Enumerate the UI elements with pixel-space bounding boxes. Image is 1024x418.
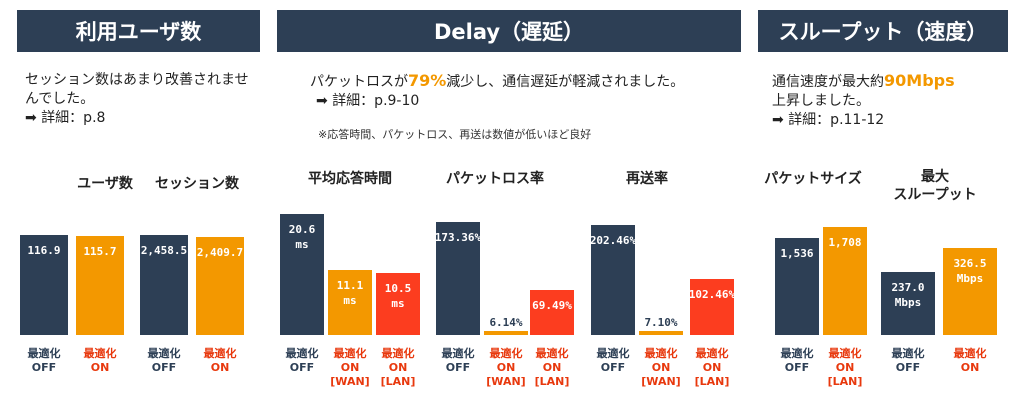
data-label: 2,458.5	[140, 244, 188, 257]
x-tick-label: 最適化 ON [WAN]	[330, 347, 370, 388]
desc-text: パケットロスが	[310, 74, 408, 90]
desc-highlight: 79%	[408, 71, 447, 90]
bar	[639, 331, 683, 335]
detail-link[interactable]: ➡ 詳細：p.8	[25, 109, 275, 128]
bar	[140, 235, 188, 335]
desc-line: セッション数はあまり改善されませ	[25, 72, 249, 88]
bar	[484, 330, 528, 335]
bar	[881, 272, 935, 335]
delay-description: パケットロスが79%減少し、通信遅延が軽減されました。 ➡ 詳細：p.9-10	[310, 71, 730, 111]
x-tick-label: 最適化 ON [LAN]	[694, 347, 730, 388]
x-tick-label: 最適化 ON	[83, 347, 117, 374]
x-tick-label: 最適化 ON [LAN]	[827, 347, 863, 388]
x-tick-label: 最適化 OFF	[441, 347, 475, 374]
bar	[76, 236, 124, 335]
data-label: 1,536	[780, 247, 814, 260]
bar	[20, 235, 68, 335]
x-tick-label: 最適化 ON	[953, 347, 987, 374]
data-label: 102.46%	[688, 288, 736, 302]
x-tick-label: 最適化 OFF	[285, 347, 319, 374]
x-tick-label: 最適化 OFF	[891, 347, 925, 374]
x-tick-label: 最適化 ON	[203, 347, 237, 374]
bar	[196, 236, 244, 335]
desc-line: 上昇しました。	[772, 93, 870, 109]
bar	[823, 227, 867, 335]
chart-title: 平均応答時間	[308, 171, 392, 187]
data-label: 116.9	[27, 244, 61, 257]
bar	[328, 269, 372, 335]
bar	[690, 279, 734, 335]
data-label: 326.5 Mbps	[953, 257, 987, 286]
desc-highlight: 90Mbps	[884, 71, 955, 90]
chart-title: セッション数	[155, 176, 239, 192]
bar	[280, 214, 324, 335]
users-description: セッション数はあまり改善されませ んでした。 ➡ 詳細：p.8	[25, 71, 275, 128]
bar	[943, 248, 997, 335]
section-title: Delay（遅延）	[433, 20, 585, 44]
chart-title: パケットサイズ	[764, 171, 862, 187]
x-tick-label: 最適化 OFF	[596, 347, 630, 374]
data-label: 115.7	[83, 245, 117, 259]
desc-text: 通信速度が最大約	[772, 74, 884, 90]
section-header-users: 利用ユーザ数	[17, 10, 260, 52]
data-label: 6.14%	[489, 315, 523, 329]
data-label: 2,409.7	[196, 245, 244, 259]
detail-link[interactable]: ➡ 詳細：p.11-12	[772, 111, 1012, 130]
x-tick-label: 最適化 OFF	[780, 347, 814, 374]
x-tick-label: 最適化 OFF	[147, 347, 181, 374]
chart-title: 最大 スループット	[893, 169, 977, 203]
data-label: 10.5 ms	[384, 282, 412, 311]
detail-text: 詳細：p.9-10	[332, 93, 420, 109]
data-label: 7.10%	[644, 316, 678, 329]
arrow-right-icon: ➡	[316, 93, 328, 109]
bar	[591, 225, 635, 335]
delay-note: ※応答時間、パケットロス、再送は数値が低いほど良好	[318, 128, 592, 141]
arrow-right-icon: ➡	[25, 110, 37, 126]
bar	[436, 222, 480, 335]
bar	[376, 273, 420, 335]
data-label: 1,708	[828, 236, 862, 250]
chart-title: ユーザ数	[77, 176, 133, 192]
data-label: 237.0 Mbps	[891, 281, 925, 309]
bar	[530, 289, 574, 335]
x-tick-label: 最適化 ON [LAN]	[534, 347, 570, 388]
chart-title: 再送率	[626, 171, 668, 187]
detail-text: 詳細：p.8	[41, 110, 106, 126]
section-header-throughput: スループット（速度）	[758, 10, 1008, 52]
desc-text: 減少し、通信遅延が軽減されました。	[446, 74, 685, 90]
x-tick-label: 最適化 ON [LAN]	[380, 347, 416, 388]
data-label: 69.49%	[532, 298, 572, 312]
desc-line: パケットロスが79%減少し、通信遅延が軽減されました。	[310, 71, 730, 92]
data-label: 20.6 ms	[288, 223, 316, 251]
x-tick-label: 最適化 OFF	[27, 347, 61, 374]
arrow-right-icon: ➡	[772, 112, 784, 128]
desc-line: んでした。	[25, 91, 95, 107]
x-tick-label: 最適化 ON [WAN]	[641, 347, 681, 388]
x-tick-label: 最適化 ON [WAN]	[486, 347, 526, 388]
chart-title: パケットロス率	[446, 171, 544, 187]
detail-link[interactable]: ➡ 詳細：p.9-10	[310, 92, 730, 111]
bar	[775, 238, 819, 335]
data-label: 11.1 ms	[336, 278, 364, 307]
throughput-description: 通信速度が最大約90Mbps 上昇しました。 ➡ 詳細：p.11-12	[772, 71, 1012, 130]
data-label: 173.36%	[434, 231, 482, 244]
data-label: 202.46%	[589, 234, 637, 247]
section-header-delay: Delay（遅延）	[277, 10, 741, 52]
detail-text: 詳細：p.11-12	[788, 112, 885, 128]
desc-line: 通信速度が最大約90Mbps	[772, 71, 1012, 92]
section-title: 利用ユーザ数	[75, 20, 202, 44]
section-title: スループット（速度）	[778, 20, 988, 44]
